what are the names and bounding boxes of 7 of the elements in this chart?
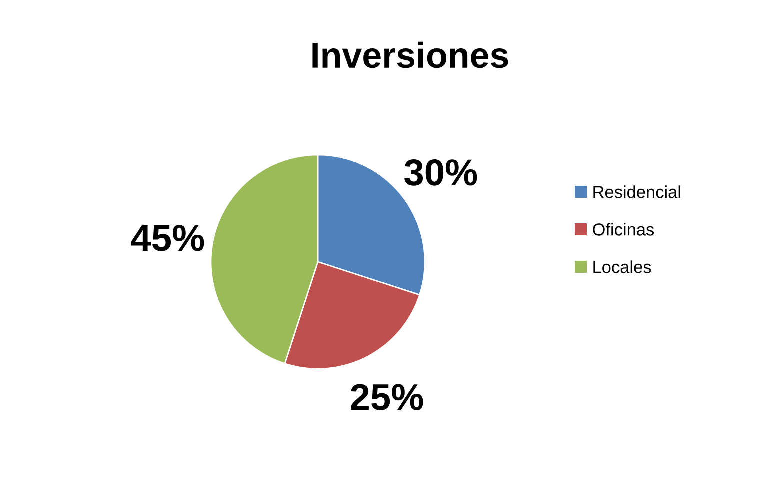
data-label: 25%	[351, 384, 424, 411]
legend-label: Residencial	[594, 186, 680, 198]
chart-title: Inversiones	[312, 42, 508, 68]
data-label: 45%	[131, 225, 204, 252]
legend-label: Locales	[594, 260, 652, 274]
legend-label: Oficinas	[593, 223, 654, 236]
data-label: 30%	[404, 160, 478, 186]
